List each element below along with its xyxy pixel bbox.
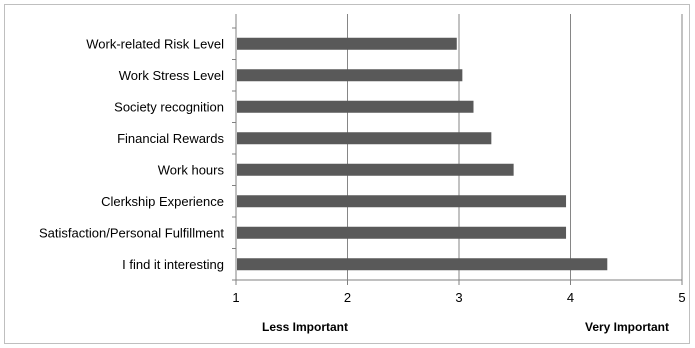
category-labels: Work-related Risk Level Work Stress Level… [39,36,224,272]
bar-work-hours [237,163,514,176]
bar-work-stress-level [237,69,463,82]
bar-clerkship-experience [237,195,567,208]
bars [237,37,608,271]
chart-frame [4,4,690,344]
category-label: Society recognition [114,99,224,114]
category-label: Clerkship Experience [101,194,224,209]
x-tick-label: 1 [232,290,239,305]
axis-note-less-important: Less Important [262,320,348,334]
gridlines [232,14,683,285]
category-label: Work hours [158,162,225,177]
axis-note-very-important: Very Important [585,320,669,334]
bar-i-find-it-interesting [237,258,608,271]
bar-society-recognition [237,100,474,113]
x-tick-label: 3 [455,290,462,305]
category-label: Work Stress Level [119,68,224,83]
x-tick-label: 4 [567,290,574,305]
bar-work-related-risk-level [237,37,457,50]
x-tick-label: 2 [344,290,351,305]
category-label: Financial Rewards [117,131,224,146]
category-label: Satisfaction/Personal Fulfillment [39,225,224,240]
bar-satisfaction-personal-fulfillment [237,226,567,239]
x-tick-label: 5 [678,290,685,305]
category-label: Work-related Risk Level [86,36,224,51]
x-tick-labels: 1 2 3 4 5 [232,290,685,305]
category-label: I find it interesting [122,257,224,272]
bar-financial-rewards [237,132,492,145]
